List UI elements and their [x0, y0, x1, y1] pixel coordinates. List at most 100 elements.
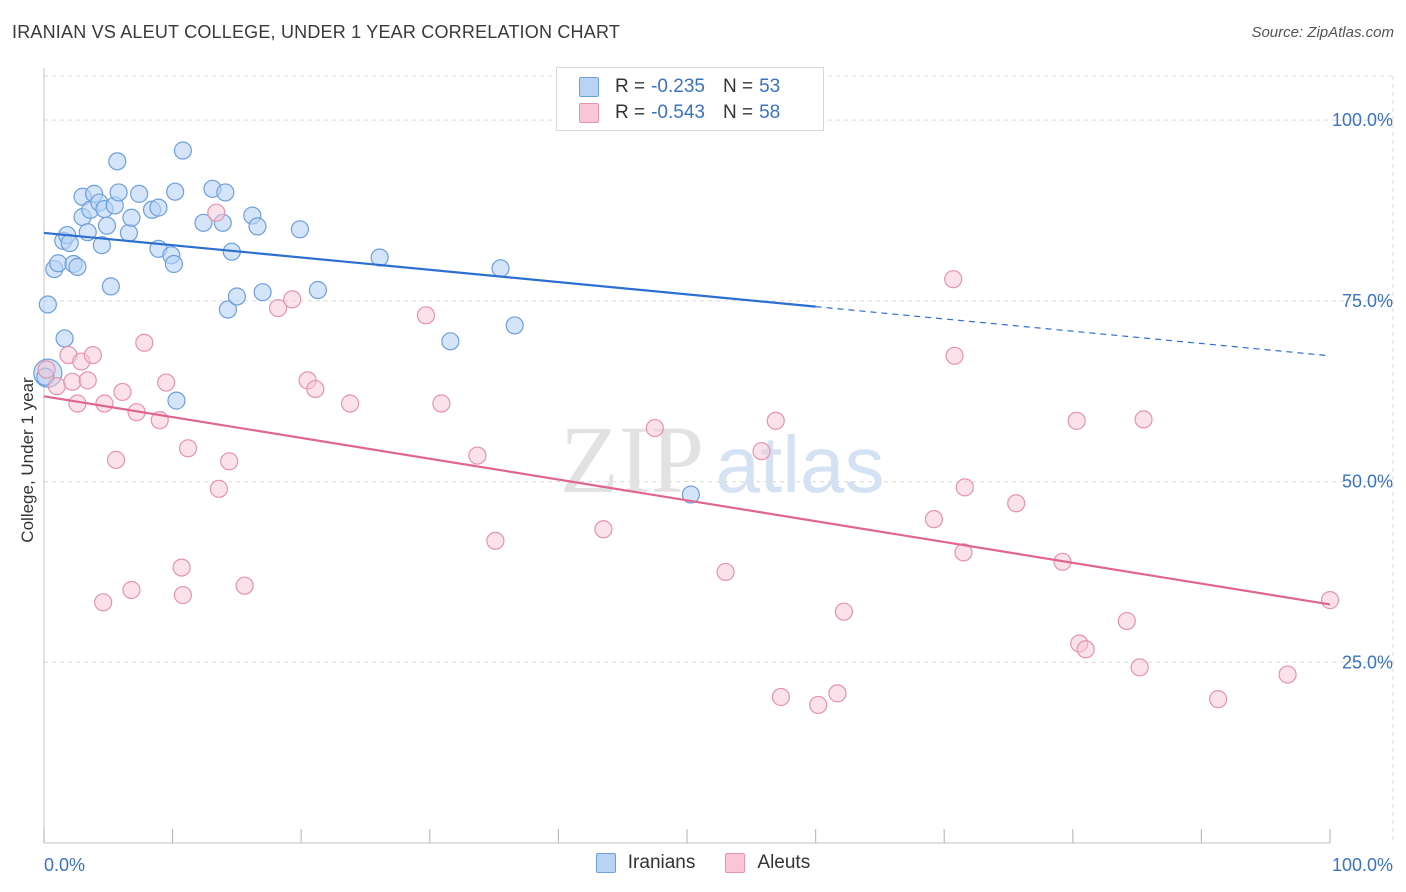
watermark-zip: ZIP — [560, 406, 704, 513]
point-iranians-49 — [505, 316, 524, 335]
point-aleuts-27 — [306, 379, 325, 399]
point-iranians-38 — [218, 300, 237, 319]
chart-source: Source: ZipAtlas.com — [1251, 24, 1394, 41]
point-iranians-31 — [166, 182, 185, 201]
point-iranians-44 — [290, 220, 310, 239]
legend-n-label: N = — [722, 76, 754, 97]
point-aleuts-11 — [113, 382, 132, 402]
legend-swatch-iranians — [595, 853, 616, 873]
point-iranians-43 — [253, 283, 272, 302]
point-aleuts-33 — [594, 520, 613, 539]
point-iranians-7 — [60, 233, 79, 253]
legend-swatch-aleuts — [725, 853, 746, 873]
stats-legend: R = -0.235 N = 53 R = -0.543 N = 58 — [556, 67, 824, 131]
y-tick-label-3: 100.0% — [1332, 110, 1393, 130]
point-aleuts-16 — [157, 373, 176, 392]
point-aleuts-34 — [645, 418, 664, 438]
y-tick-label-2: 75.0% — [1342, 291, 1393, 311]
point-aleuts-53 — [1130, 658, 1149, 677]
trend-line-aleuts — [43, 395, 1331, 606]
point-iranians-24 — [122, 208, 141, 227]
point-iranians-21 — [108, 152, 127, 171]
point-aleuts-37 — [766, 411, 785, 430]
chart-title: IRANIAN VS ALEUT COLLEGE, UNDER 1 YEAR C… — [12, 22, 621, 42]
y-tick-label-1: 50.0% — [1342, 472, 1393, 492]
point-aleuts-24 — [268, 298, 288, 318]
legend-r-label: R = — [615, 102, 646, 123]
point-aleuts-18 — [173, 585, 192, 605]
point-aleuts-14 — [135, 333, 154, 352]
legend-label-iranians: Iranians — [627, 852, 696, 873]
point-iranians-40 — [227, 287, 246, 306]
trend-line-iranians — [43, 231, 816, 308]
point-iranians-34 — [194, 213, 213, 232]
point-aleuts-31 — [468, 446, 487, 465]
watermark-atlas: atlas — [716, 420, 885, 509]
legend-n-value: 53 — [759, 76, 781, 97]
watermark: ZIP atlas — [560, 406, 884, 513]
point-aleuts-19 — [178, 439, 198, 458]
legend-row-aleuts: R = -0.543 N = 58 — [579, 100, 780, 126]
point-aleuts-40 — [828, 684, 847, 703]
x-tick-label-min: 0.0% — [44, 855, 85, 875]
point-iranians-47 — [441, 332, 460, 351]
point-aleuts-25 — [283, 290, 302, 309]
point-aleuts-28 — [340, 394, 360, 413]
point-aleuts-54 — [1134, 410, 1153, 429]
legend-r-value: -0.235 — [651, 76, 705, 97]
point-aleuts-3 — [63, 372, 82, 391]
point-iranians-45 — [308, 280, 328, 300]
point-iranians-9 — [68, 257, 87, 276]
legend-swatch-pink — [579, 103, 599, 123]
point-iranians-1 — [38, 295, 57, 314]
point-aleuts-51 — [1076, 640, 1095, 659]
legend-row-iranians: R = -0.235 N = 53 — [579, 74, 780, 100]
point-aleuts-39 — [809, 695, 828, 715]
legend-r-value: -0.543 — [651, 102, 705, 123]
legend-n-value: 58 — [759, 102, 781, 123]
point-aleuts-47 — [1007, 494, 1026, 513]
point-aleuts-49 — [1067, 411, 1086, 430]
point-aleuts-55 — [1209, 690, 1228, 709]
point-iranians-32 — [167, 391, 186, 410]
point-aleuts-30 — [432, 394, 451, 413]
point-aleuts-9 — [95, 394, 114, 413]
trend-line-iranians-extension — [815, 306, 1331, 357]
point-iranians-30 — [164, 254, 183, 274]
point-aleuts-7 — [83, 345, 102, 365]
legend-item-iranians[interactable]: Iranians — [595, 852, 696, 874]
point-aleuts-56 — [1278, 665, 1297, 684]
point-aleuts-41 — [834, 602, 853, 621]
point-aleuts-21 — [209, 479, 228, 498]
point-aleuts-8 — [94, 593, 113, 612]
point-aleuts-17 — [172, 558, 191, 577]
point-iranians-27 — [149, 198, 168, 217]
point-iranians-19 — [101, 277, 120, 296]
point-aleuts-0 — [37, 360, 56, 379]
point-aleuts-22 — [220, 452, 239, 471]
point-aleuts-6 — [78, 371, 97, 390]
axes — [43, 68, 1331, 844]
point-iranians-33 — [173, 141, 192, 160]
legend-item-aleuts[interactable]: Aleuts — [725, 852, 810, 874]
point-iranians-37 — [216, 183, 235, 202]
point-aleuts-36 — [752, 442, 771, 461]
point-aleuts-52 — [1117, 611, 1136, 631]
trend-lines — [43, 231, 1331, 606]
point-iranians-3 — [49, 254, 68, 273]
point-iranians-16 — [92, 236, 111, 255]
point-iranians-42 — [248, 217, 267, 236]
point-aleuts-20 — [207, 203, 226, 222]
point-iranians-5 — [55, 329, 74, 348]
series-aleuts-points — [37, 203, 1340, 715]
point-aleuts-45 — [954, 543, 973, 562]
legend-n-label: N = — [722, 102, 754, 123]
point-iranians-23 — [119, 223, 138, 243]
legend-r-label: R = — [615, 76, 646, 97]
point-aleuts-12 — [122, 580, 141, 600]
point-iranians-18 — [97, 216, 117, 235]
point-aleuts-1 — [47, 377, 66, 396]
point-aleuts-32 — [486, 531, 505, 550]
x-tick-label-max: 100.0% — [1332, 855, 1393, 875]
